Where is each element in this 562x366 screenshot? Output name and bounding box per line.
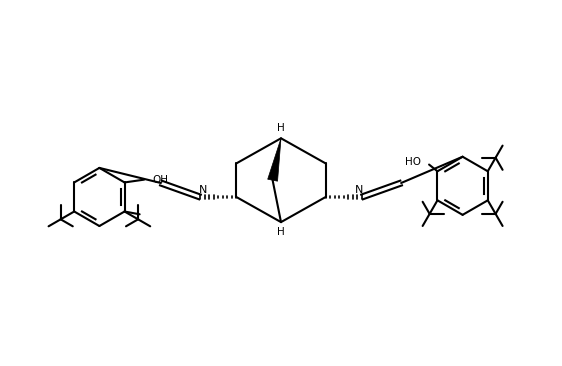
Text: HO: HO bbox=[405, 157, 421, 167]
Text: N: N bbox=[355, 185, 363, 195]
Text: H: H bbox=[277, 123, 285, 133]
Text: N: N bbox=[199, 185, 207, 195]
Polygon shape bbox=[268, 138, 281, 181]
Text: OH: OH bbox=[152, 175, 169, 185]
Text: H: H bbox=[277, 227, 285, 237]
